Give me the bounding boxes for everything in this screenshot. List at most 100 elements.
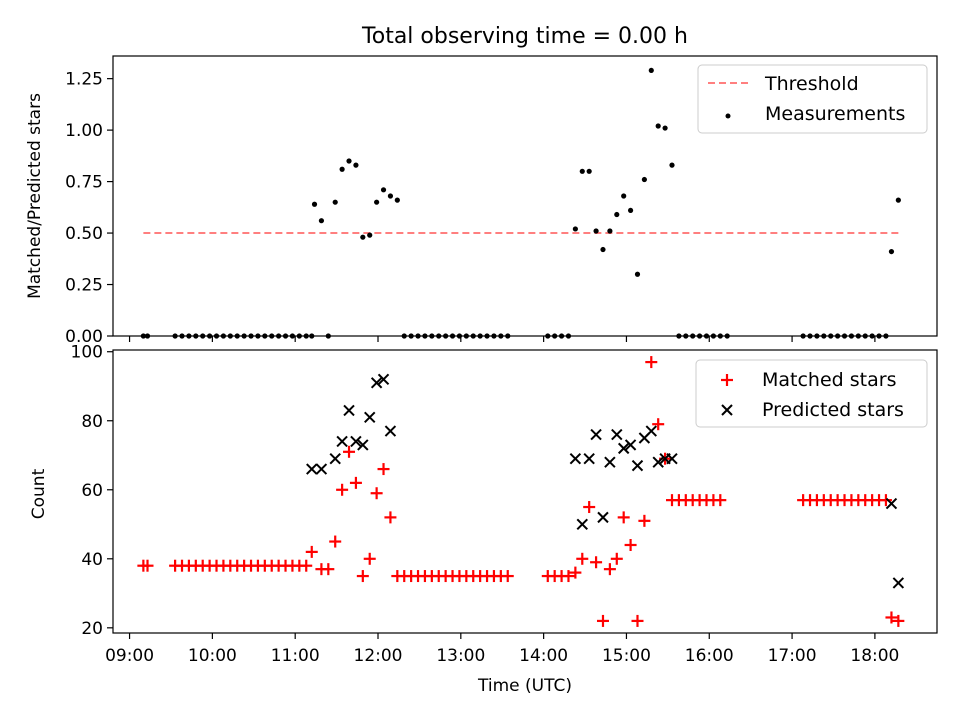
- matched-point: [885, 611, 898, 624]
- top-legend-box: [697, 64, 928, 134]
- matched-point: [879, 494, 892, 507]
- matched-point: [590, 556, 603, 569]
- measurement-point: [346, 158, 352, 164]
- measurement-point: [353, 162, 359, 168]
- matched-point: [624, 538, 637, 551]
- top-x-ticks: [128, 336, 876, 342]
- bottom-plot-frame: [112, 349, 938, 634]
- measurements-legend-swatch: [725, 113, 731, 119]
- top-y-tick-label: 0.00: [65, 327, 103, 347]
- bottom-y-tick-label: 40: [81, 550, 103, 570]
- predicted-legend-swatch: [721, 404, 733, 416]
- measurement-point: [895, 197, 901, 203]
- measurement-point: [600, 246, 606, 253]
- top-y-tick-label: 0.50: [65, 224, 103, 244]
- bottom-y-tick-label: 100: [71, 343, 103, 363]
- matched-point: [569, 566, 582, 579]
- matched-legend-swatch: [721, 374, 733, 386]
- bottom-y-axis-label: Count: [29, 468, 49, 519]
- matched-point: [349, 476, 362, 489]
- matched-point: [603, 563, 616, 576]
- x-tick-label: 17:00: [768, 646, 817, 666]
- x-tick-label: 18:00: [850, 646, 899, 666]
- chart-title: Total observing time = 0.00 h: [361, 24, 688, 49]
- matched-legend-label: Matched stars: [762, 369, 896, 391]
- bottom-y-ticks: 20 40 60 80 100: [71, 343, 113, 639]
- measurement-point: [394, 197, 400, 203]
- top-legend: Threshold Measurements: [697, 64, 928, 134]
- matched-point: [363, 552, 376, 565]
- x-tick-label: 10:00: [188, 646, 237, 666]
- predicted-point: [604, 456, 616, 468]
- predicted-point: [597, 511, 609, 524]
- bottom-y-tick-label: 80: [81, 412, 103, 432]
- x-tick-label: 09:00: [105, 646, 154, 666]
- top-y-tick-label: 1.25: [65, 70, 103, 90]
- top-y-tick-label: 0.75: [65, 173, 103, 193]
- bottom-panel: Count Time (UTC) 20 40 60 80 100 09:00 10:00 1…: [29, 343, 938, 696]
- measurement-point: [339, 166, 345, 172]
- predicted-point: [329, 453, 341, 465]
- top-plot-marks: [140, 67, 901, 339]
- predicted-point: [377, 373, 390, 386]
- predicted-legend-label: Predicted stars: [762, 399, 904, 421]
- predicted-point: [583, 453, 595, 465]
- measurement-point: [648, 67, 654, 74]
- predicted-point: [645, 425, 657, 437]
- matched-point: [336, 483, 349, 496]
- matched-point: [714, 494, 727, 507]
- predicted-point: [364, 411, 376, 424]
- measurement-point: [367, 232, 373, 238]
- measurement-point: [380, 187, 387, 193]
- matched-point: [617, 511, 630, 524]
- x-tick-label: 12:00: [354, 646, 403, 666]
- predicted-point: [336, 435, 348, 448]
- measurement-point: [572, 226, 578, 232]
- bottom-y-tick-label: 20: [81, 619, 103, 639]
- measurement-point: [641, 176, 647, 183]
- predicted-point: [343, 404, 355, 417]
- matched-point: [631, 614, 644, 627]
- x-tick-label: 11:00: [271, 646, 320, 666]
- measurements-legend-label: Measurements: [765, 103, 905, 125]
- measurement-point: [360, 234, 366, 240]
- predicted-point: [576, 518, 588, 530]
- predicted-point: [624, 439, 637, 451]
- bottom-y-tick-label: 60: [81, 481, 103, 501]
- matched-point: [652, 418, 665, 431]
- measurement-point: [318, 218, 325, 224]
- predicted-point: [370, 377, 383, 389]
- measurement-point: [579, 168, 585, 174]
- matched-point: [892, 614, 905, 627]
- predicted-point: [357, 439, 369, 451]
- top-y-ticks: 0.00 0.25 0.50 0.75 1.00 1.25: [65, 70, 113, 347]
- measurement-point: [374, 199, 380, 205]
- matched-point: [377, 463, 390, 476]
- x-tick-label: 16:00: [685, 646, 734, 666]
- matched-point: [384, 511, 397, 524]
- predicted-point: [590, 428, 602, 441]
- measurement-point: [888, 248, 895, 255]
- predicted-point: [384, 425, 397, 437]
- threshold-legend-label: Threshold: [764, 73, 859, 95]
- bottom-legend: Matched stars Predicted stars: [695, 359, 928, 428]
- predicted-point: [315, 463, 328, 475]
- predicted-point: [350, 435, 362, 448]
- measurement-point: [311, 201, 318, 207]
- top-y-axis-label: Matched/Predicted stars: [25, 93, 45, 299]
- top-plot-frame: [112, 55, 938, 337]
- matched-point: [329, 535, 342, 548]
- measurement-point: [332, 199, 338, 205]
- measurement-point: [593, 228, 599, 234]
- predicted-point: [617, 442, 630, 455]
- top-y-tick-label: 0.25: [65, 276, 103, 296]
- predicted-point: [306, 463, 318, 475]
- predicted-point: [631, 459, 644, 472]
- matched-point: [645, 356, 658, 369]
- matched-point: [610, 552, 623, 565]
- x-tick-label: 14:00: [519, 646, 568, 666]
- matched-point: [141, 559, 154, 572]
- x-tick-label: 15:00: [602, 646, 651, 666]
- x-tick-label: 13:00: [436, 646, 485, 666]
